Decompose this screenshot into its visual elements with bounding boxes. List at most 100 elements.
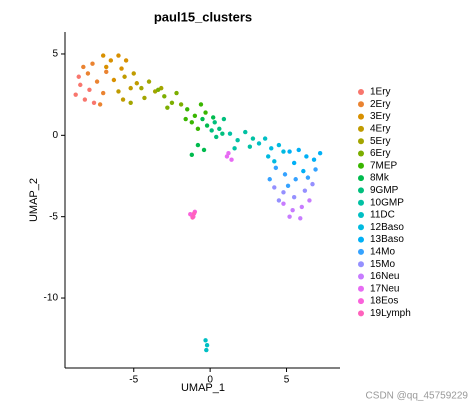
point <box>269 146 274 151</box>
point <box>290 207 295 213</box>
point <box>204 347 209 353</box>
legend-label: 10GMP <box>370 197 404 208</box>
point <box>210 115 216 120</box>
point <box>212 120 217 125</box>
legend-label: 12Baso <box>370 222 404 233</box>
point <box>195 126 201 132</box>
point <box>76 74 81 79</box>
legend-label: 18Eos <box>370 296 398 307</box>
point <box>256 141 262 146</box>
x-tick-label: 0 <box>207 375 213 386</box>
legend-key <box>358 261 364 268</box>
legend-label: 19Lymph <box>370 308 411 319</box>
legend-key <box>358 187 364 194</box>
point <box>120 97 126 102</box>
point <box>203 110 208 115</box>
legend-label: 8Mk <box>370 173 390 184</box>
point <box>250 136 256 141</box>
point <box>262 136 268 141</box>
point <box>111 77 117 83</box>
legend-label: 7MEP <box>370 160 398 171</box>
point <box>282 172 288 177</box>
point <box>200 116 205 122</box>
point <box>128 100 133 105</box>
legend-key <box>358 199 364 206</box>
point <box>217 126 222 132</box>
point <box>235 138 240 143</box>
point <box>247 144 253 149</box>
point <box>100 90 106 96</box>
legend-label: 1Ery <box>370 87 391 98</box>
point <box>165 105 170 110</box>
point <box>198 102 204 107</box>
point <box>183 116 188 122</box>
point <box>108 58 114 63</box>
point <box>142 95 147 101</box>
point <box>281 149 286 154</box>
point <box>313 167 318 172</box>
point <box>122 74 127 79</box>
point <box>189 152 195 158</box>
legend-label: 6Ery <box>370 148 391 159</box>
legend-key <box>358 298 364 305</box>
legend-label: 17Neu <box>370 283 399 294</box>
point <box>78 82 83 88</box>
point <box>119 66 124 71</box>
x-tick-label: -5 <box>129 375 138 386</box>
legend-label: 5Ery <box>370 136 391 147</box>
point <box>134 81 140 86</box>
point <box>146 79 152 84</box>
point <box>204 343 210 348</box>
legend-key <box>358 101 364 108</box>
legend-label: 14Mo <box>370 247 395 258</box>
point <box>287 149 292 154</box>
legend-key <box>358 273 364 280</box>
legend-key <box>358 89 364 95</box>
point <box>226 151 231 156</box>
point <box>81 64 86 70</box>
point <box>273 165 279 171</box>
point <box>281 201 286 206</box>
point <box>310 181 315 187</box>
point <box>204 123 210 128</box>
point <box>281 190 286 195</box>
point <box>100 53 106 58</box>
point <box>191 211 197 216</box>
point <box>162 94 167 99</box>
point <box>276 198 282 203</box>
legend-label: 3Ery <box>370 111 391 122</box>
point <box>190 215 195 220</box>
point <box>82 97 88 102</box>
point <box>116 53 121 58</box>
point <box>169 100 175 105</box>
point <box>243 129 248 135</box>
watermark: CSDN @qq_45759229 <box>366 391 469 402</box>
legend-label: 16Neu <box>370 271 399 282</box>
point <box>214 134 219 140</box>
legend-key <box>358 236 364 243</box>
legend-label: 11DC <box>370 210 395 221</box>
point <box>131 71 136 76</box>
point <box>87 87 92 92</box>
point <box>90 61 95 66</box>
point <box>304 154 309 159</box>
point <box>298 216 303 221</box>
point <box>317 151 323 156</box>
y-tick-label: 5 <box>52 49 58 60</box>
legend-key <box>358 125 364 132</box>
point <box>94 79 100 84</box>
point <box>128 85 133 91</box>
point <box>189 120 195 125</box>
legend-label: 2Ery <box>370 99 391 110</box>
point <box>73 92 78 97</box>
y-axis-label: UMAP_2 <box>28 178 40 222</box>
point <box>287 214 292 219</box>
point <box>116 89 121 94</box>
point <box>272 185 277 190</box>
point <box>293 177 298 182</box>
legend-key <box>358 212 364 218</box>
point <box>285 183 291 188</box>
point <box>229 157 234 162</box>
legend-key <box>358 248 364 255</box>
